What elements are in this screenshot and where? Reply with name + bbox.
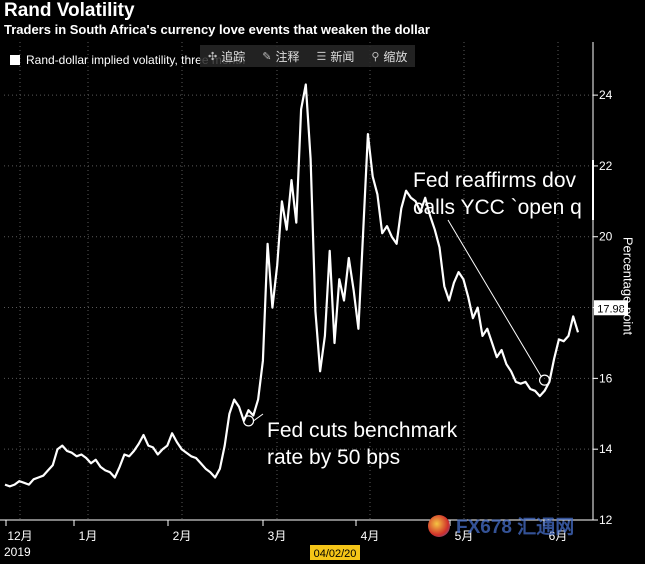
legend-label: Rand-dollar implied volatility, three mo… (26, 53, 246, 67)
y-tick-label: 22 (599, 159, 613, 173)
event-marker (538, 374, 551, 386)
cursor-date-box (310, 545, 360, 560)
y-tick-label: 14 (599, 442, 613, 456)
annotation-text: calls YCC `open q (413, 196, 582, 219)
x-tick-label: 4月 (361, 529, 380, 543)
pencil-icon: ✎ (262, 50, 272, 63)
chart-title: Rand Volatility (4, 0, 135, 21)
zoom-label: 缩放 (383, 49, 408, 64)
news-icon: ☰ (316, 50, 327, 63)
watermark: FX678 汇通网 (428, 512, 574, 539)
annotate-label: 注释 (275, 49, 300, 64)
x-tick-label: 12月 (7, 529, 32, 543)
annotation-text: Fed reaffirms dov (413, 169, 577, 192)
news-label: 新闻 (330, 49, 355, 64)
annotation-leader (253, 413, 264, 422)
y-tick-label: 12 (599, 513, 613, 527)
zoom-button[interactable]: ⚲ 缩放 (363, 45, 415, 67)
x-tick-label: 1月 (79, 529, 98, 543)
track-button[interactable]: ✣ 追踪 (200, 45, 255, 67)
y-axis-title: Percentage point (620, 236, 636, 336)
x-tick-label: 3月 (268, 529, 287, 543)
event-marker (242, 415, 255, 427)
magnifier-icon: ⚲ (371, 50, 380, 63)
chart-subtitle: Traders in South Africa's currency love … (4, 22, 430, 37)
news-button[interactable]: ☰ 新闻 (308, 45, 364, 67)
annotate-button[interactable]: ✎ 注释 (254, 45, 309, 67)
y-tick-label: 16 (599, 371, 613, 385)
legend-swatch (10, 55, 20, 65)
chart-toolbar: ✣ 追踪 ✎ 注释 ☰ 新闻 ⚲ 缩放 (200, 45, 416, 67)
x-tick-label: 2月 (173, 529, 192, 543)
last-value-label: 17.98 (597, 303, 625, 315)
watermark-logo-icon (428, 514, 450, 537)
axis-overlay (592, 160, 594, 220)
series-line (4, 83, 580, 488)
annotation-leader (447, 219, 543, 378)
crosshair-icon: ✣ (208, 50, 218, 63)
cursor-date-label: 04/02/20 (314, 548, 357, 560)
track-label: 追踪 (221, 49, 246, 64)
x-tick-label: 6月 (549, 529, 568, 543)
annotation-text: Fed cuts benchmark (267, 419, 458, 442)
chart-legend: Rand-dollar implied volatility, three mo… (10, 53, 245, 67)
x-year-label: 2019 (4, 545, 31, 559)
last-value-box (594, 300, 628, 316)
x-tick-label: 5月 (455, 529, 474, 543)
watermark-text: FX678 汇通网 (456, 517, 575, 538)
y-tick-label: 20 (599, 230, 613, 244)
y-tick-label: 24 (599, 88, 613, 102)
annotation-text: rate by 50 bps (267, 446, 400, 469)
